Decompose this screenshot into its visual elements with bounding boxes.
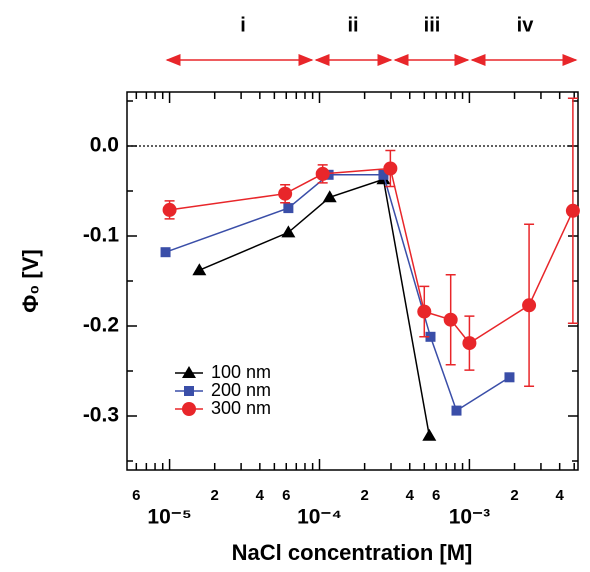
- y-axis-label: Φ₀ [V]: [18, 249, 43, 312]
- marker: [383, 161, 398, 176]
- marker: [451, 405, 462, 416]
- y-tick-label: -0.1: [83, 224, 120, 247]
- x-tick-label: 6: [132, 487, 140, 504]
- x-tick-label: 6: [282, 487, 290, 504]
- marker: [417, 304, 432, 319]
- series-line: [169, 167, 574, 345]
- legend-label: 200 nm: [211, 380, 271, 400]
- y-tick-label: -0.3: [83, 404, 119, 427]
- marker: [565, 203, 580, 218]
- x-tick-label: 4: [256, 487, 265, 504]
- x-tick-label: 2: [510, 487, 518, 504]
- plot-frame: [126, 91, 579, 471]
- region-label: iii: [424, 14, 441, 36]
- marker: [192, 263, 207, 276]
- marker: [443, 312, 458, 327]
- y-tick-label: 0.0: [90, 134, 119, 157]
- x-tick-label: 10⁻³: [449, 506, 490, 529]
- x-tick-label: 4: [406, 487, 415, 504]
- x-tick-label: 4: [556, 487, 565, 504]
- x-axis-label: NaCl concentration [M]: [232, 540, 473, 565]
- marker: [281, 225, 296, 238]
- y-tick-label: -0.2: [83, 314, 119, 337]
- x-tick-label: 10⁻⁵: [147, 506, 191, 529]
- marker: [425, 331, 436, 342]
- marker: [422, 428, 437, 441]
- marker: [522, 298, 537, 313]
- marker: [283, 203, 294, 214]
- x-tick-label: 2: [360, 487, 368, 504]
- region-label: iv: [517, 14, 535, 36]
- x-tick-label: 6: [432, 487, 440, 504]
- marker: [278, 186, 293, 201]
- legend-label: 100 nm: [211, 362, 271, 382]
- marker: [184, 386, 194, 396]
- region-label: ii: [347, 14, 358, 36]
- marker: [162, 202, 177, 217]
- region-label: i: [240, 14, 246, 36]
- marker: [315, 166, 330, 181]
- marker: [504, 372, 515, 383]
- marker: [322, 190, 337, 203]
- marker: [160, 247, 171, 258]
- marker: [462, 336, 477, 351]
- marker: [182, 402, 196, 416]
- x-tick-label: 2: [211, 487, 219, 504]
- legend-label: 300 nm: [211, 398, 271, 418]
- marker: [182, 366, 196, 378]
- x-tick-label: 10⁻⁴: [297, 506, 342, 529]
- marker: [378, 169, 389, 180]
